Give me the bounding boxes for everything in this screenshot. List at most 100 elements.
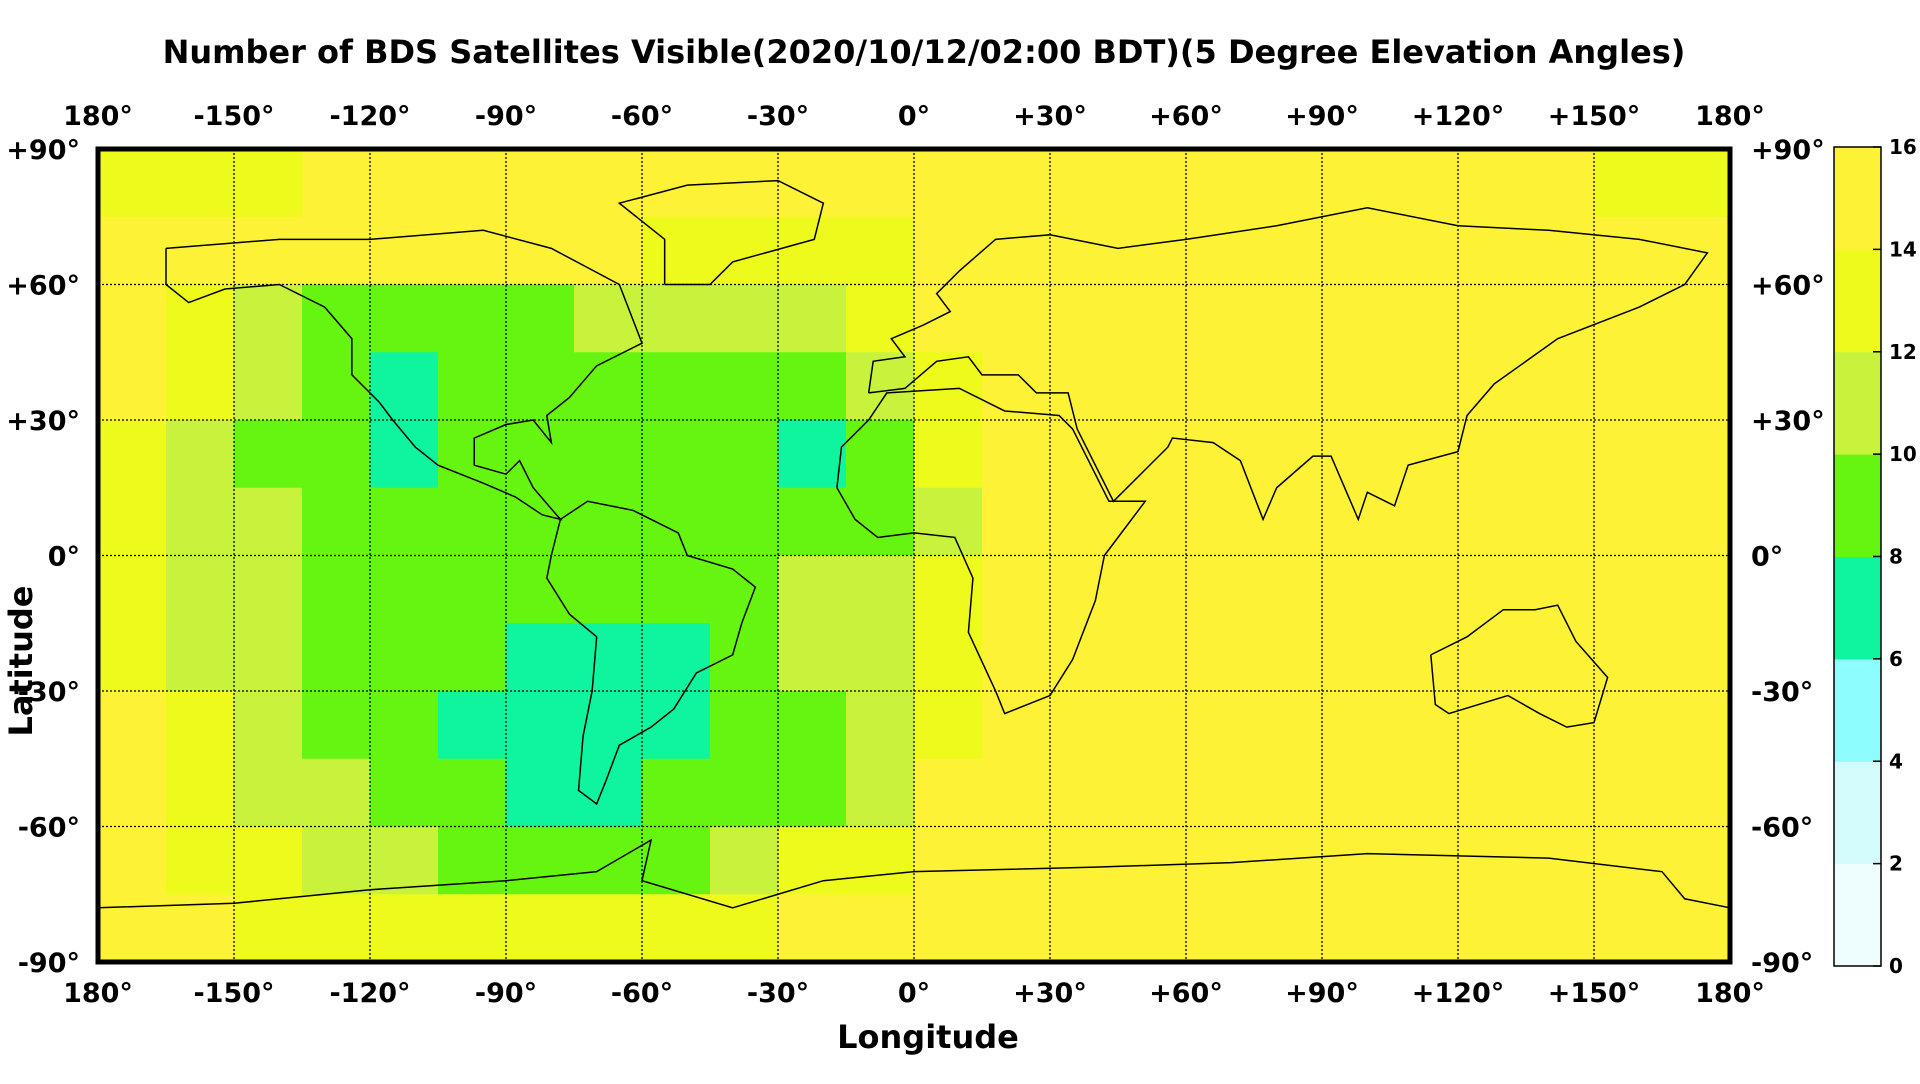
heat-cell	[302, 487, 371, 556]
y-axis-label: Latitude	[2, 586, 40, 737]
heat-cell	[710, 284, 779, 353]
y-tick-label: -60°	[1751, 813, 1813, 844]
heat-cell	[1254, 555, 1323, 624]
colorbar-swatch	[1834, 761, 1881, 865]
heat-cell	[642, 691, 711, 760]
heat-cell	[1118, 149, 1187, 218]
y-tick-label: -90°	[18, 948, 80, 979]
heat-cell	[98, 420, 167, 489]
heat-cell	[914, 555, 983, 624]
heat-cell	[1118, 691, 1187, 760]
heat-cell	[1662, 555, 1731, 624]
heat-cell	[1050, 487, 1119, 556]
heat-cell	[234, 487, 303, 556]
heat-cell	[370, 149, 439, 218]
heat-cell	[1662, 623, 1731, 692]
heat-cell	[1050, 758, 1119, 827]
heat-cell	[914, 623, 983, 692]
heat-cell	[1526, 555, 1595, 624]
heat-cell	[506, 691, 575, 760]
x-tick-label: 180°	[63, 101, 133, 132]
heat-cell	[778, 758, 847, 827]
heat-cell	[778, 216, 847, 285]
heat-cell	[914, 420, 983, 489]
heat-cell	[302, 284, 371, 353]
heat-cell	[166, 216, 235, 285]
heat-cell	[370, 284, 439, 353]
colorbar-swatch	[1834, 863, 1881, 967]
heat-cell	[1458, 420, 1527, 489]
heat-cell	[778, 284, 847, 353]
heat-cell	[166, 420, 235, 489]
heat-cell	[506, 826, 575, 895]
heat-cell	[574, 758, 643, 827]
heat-cell	[846, 352, 915, 421]
heat-cell	[1526, 420, 1595, 489]
heat-cell	[438, 487, 507, 556]
heat-cell	[1050, 555, 1119, 624]
heat-cell	[1594, 487, 1663, 556]
heat-cell	[1594, 691, 1663, 760]
x-tick-label: 0°	[898, 101, 930, 132]
x-tick-label: 180°	[1695, 978, 1765, 1009]
heat-cell	[1322, 555, 1391, 624]
heat-cell	[778, 623, 847, 692]
colorbar-swatch	[1834, 556, 1881, 660]
heat-cell	[642, 487, 711, 556]
heat-cell	[1594, 420, 1663, 489]
heat-cell	[1390, 284, 1459, 353]
heat-cell	[846, 894, 915, 963]
heat-cell	[98, 826, 167, 895]
heat-cell	[506, 216, 575, 285]
heat-cell	[574, 149, 643, 218]
heat-cell	[1322, 894, 1391, 963]
heat-cell	[370, 216, 439, 285]
heat-cell	[1186, 216, 1255, 285]
coastline	[836, 387, 1147, 715]
heat-cell	[1050, 149, 1119, 218]
heat-cell	[438, 149, 507, 218]
heat-cell	[642, 284, 711, 353]
y-tick-label: +60°	[6, 271, 80, 302]
heat-cell	[846, 758, 915, 827]
heat-cell	[574, 352, 643, 421]
heat-cell	[846, 623, 915, 692]
heat-cell	[98, 487, 167, 556]
x-tick-label: +120°	[1412, 101, 1504, 132]
heat-cell	[1118, 420, 1187, 489]
heat-cell	[1322, 216, 1391, 285]
heat-cell	[710, 352, 779, 421]
heat-cell	[1254, 284, 1323, 353]
heat-cell	[506, 555, 575, 624]
heat-cell	[1526, 216, 1595, 285]
heat-cell	[302, 216, 371, 285]
heat-cell	[982, 352, 1051, 421]
heat-cell	[302, 352, 371, 421]
x-tick-label: +30°	[1013, 101, 1087, 132]
heat-cell	[98, 691, 167, 760]
x-tick-label: +60°	[1149, 978, 1223, 1009]
x-tick-label: +30°	[1013, 978, 1087, 1009]
heat-cell	[1526, 623, 1595, 692]
heat-cell	[1526, 826, 1595, 895]
colorbar-tick-label: 0	[1889, 954, 1903, 978]
x-tick-label: -150°	[193, 978, 274, 1009]
heat-cell	[1050, 623, 1119, 692]
colorbar-swatch	[1834, 147, 1881, 250]
heat-cell	[302, 623, 371, 692]
heat-cell	[370, 420, 439, 489]
heat-cell	[98, 894, 167, 963]
x-axis-label: Longitude	[837, 1018, 1019, 1056]
heat-cell	[1594, 758, 1663, 827]
heat-cell	[1458, 894, 1527, 963]
heat-cell	[234, 284, 303, 353]
coastline	[165, 229, 643, 521]
heat-cell	[846, 149, 915, 218]
heat-cell	[1186, 555, 1255, 624]
heat-cell	[506, 420, 575, 489]
heat-cell	[574, 420, 643, 489]
heat-cell	[914, 487, 983, 556]
heat-cell	[1322, 352, 1391, 421]
coastline	[867, 206, 1709, 522]
colorbar-tick-label: 6	[1889, 647, 1903, 671]
